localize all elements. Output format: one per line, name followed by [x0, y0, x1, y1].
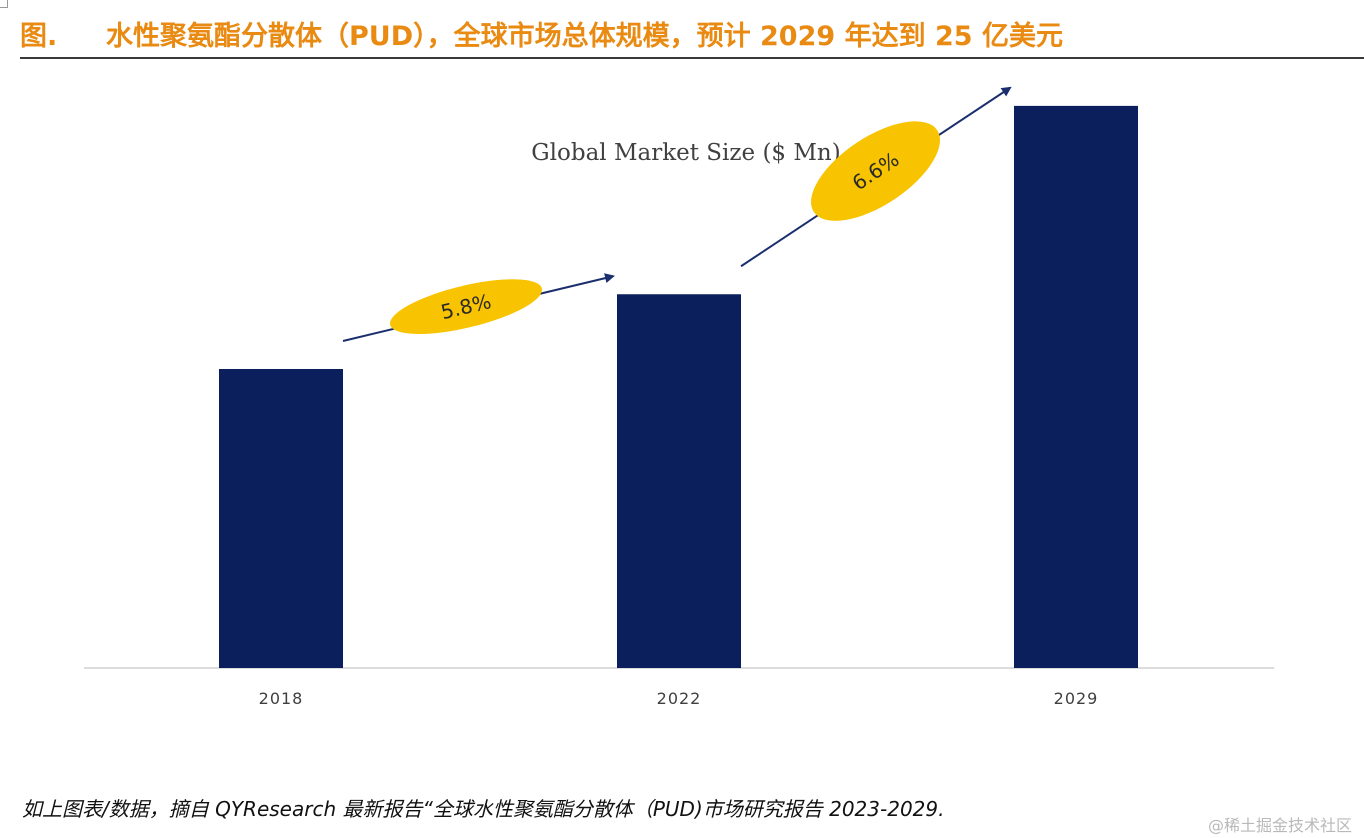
header-divider	[20, 57, 1364, 59]
figure-label: 图.	[20, 21, 58, 52]
x-tick-label-2018: 2018	[259, 689, 304, 708]
x-tick-label-2029: 2029	[1054, 689, 1099, 708]
growth-badge-shape	[389, 279, 543, 334]
growth-badge-2022-2029: 6.6%	[811, 121, 940, 221]
growth-annotations: 5.8% 6.6%	[342, 86, 1012, 342]
bar-2029	[1014, 105, 1138, 668]
watermark: @稀土掘金技术社区	[1207, 816, 1352, 835]
figure-header: 图. 水性聚氨酯分散体（PUD），全球市场总体规模，预计 2029 年达到 25…	[20, 10, 1364, 56]
corner-mark	[0, 0, 8, 8]
growth-badge-shape	[811, 121, 940, 221]
bar-2018	[219, 369, 343, 668]
bar-2022	[617, 294, 741, 668]
x-tick-label-2022: 2022	[657, 689, 702, 708]
market-size-chart: Global Market Size ($ Mn) 2018 2022 2029 5…	[84, 86, 1274, 708]
bars-layer	[219, 105, 1138, 668]
x-tick-labels: 2018 2022 2029	[259, 689, 1099, 708]
growth-badge-2018-2022: 5.8%	[389, 279, 543, 334]
source-note: 如上图表/数据，摘自 QYResearch 最新报告“全球水性聚氨酯分散体（PU…	[22, 797, 945, 821]
chart-title: Global Market Size ($ Mn)	[531, 140, 840, 166]
figure-title: 水性聚氨酯分散体（PUD），全球市场总体规模，预计 2029 年达到 25 亿美…	[106, 21, 1063, 52]
